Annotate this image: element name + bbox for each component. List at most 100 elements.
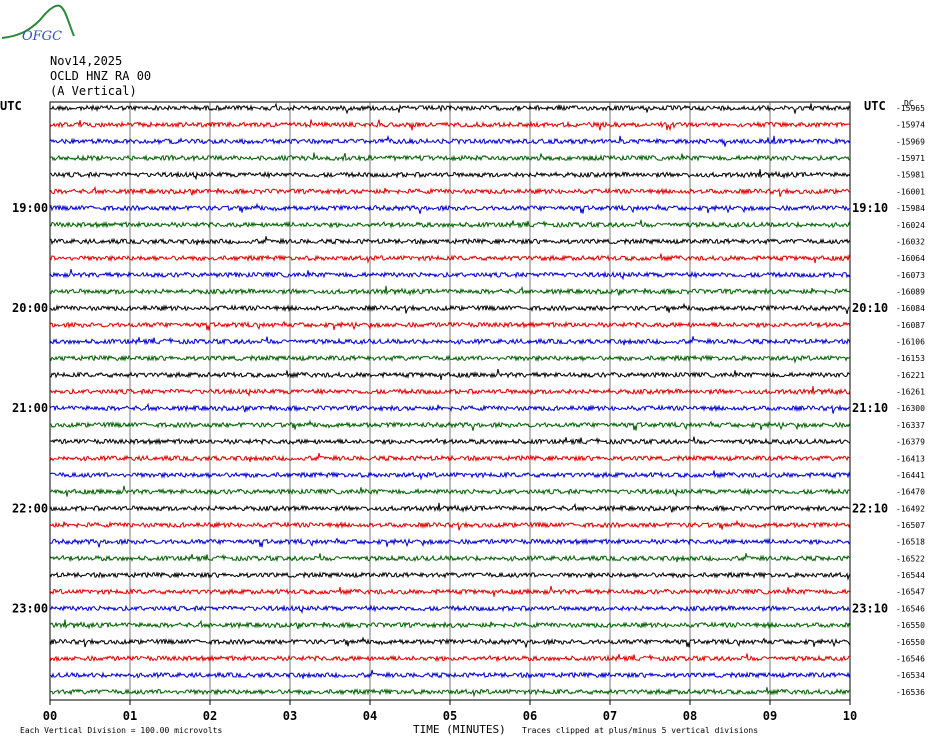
trace-line bbox=[49, 219, 851, 229]
dc-offset-label: -15965 bbox=[896, 104, 925, 113]
right-time-labels: 19:10 20:10 21:10 22:10 23:10 bbox=[852, 201, 888, 615]
dc-offset-label: -16073 bbox=[896, 271, 925, 280]
dc-offset-label: -16518 bbox=[896, 538, 925, 547]
trace-line bbox=[49, 320, 851, 331]
right-time-label: 23:10 bbox=[852, 601, 888, 615]
left-time-label: 22:00 bbox=[12, 501, 48, 515]
trace-line bbox=[50, 669, 851, 679]
trace-line bbox=[49, 268, 851, 281]
dc-offset-label: -15971 bbox=[896, 154, 925, 163]
x-tick-label: 09 bbox=[763, 709, 777, 723]
dc-offset-label: -16089 bbox=[896, 287, 925, 296]
trace-line bbox=[49, 134, 851, 147]
dc-offset-label: -16300 bbox=[896, 404, 925, 413]
left-time-labels: 19:00 20:00 21:00 22:00 23:00 bbox=[12, 201, 48, 615]
dc-offset-label: -16522 bbox=[896, 554, 925, 563]
dc-offset-label: -16024 bbox=[896, 221, 925, 230]
right-time-label: 20:10 bbox=[852, 301, 888, 315]
left-time-label: 20:00 bbox=[12, 301, 48, 315]
dc-label: DC bbox=[904, 99, 914, 108]
x-tick-label: 01 bbox=[123, 709, 137, 723]
trace-line bbox=[49, 368, 851, 380]
trace-line bbox=[49, 285, 851, 297]
dc-offset-label: -16084 bbox=[896, 304, 925, 313]
dc-offset-label: -16106 bbox=[896, 338, 925, 347]
trace-line bbox=[50, 687, 851, 698]
dc-offset-label: -16550 bbox=[896, 638, 925, 647]
dc-offset-label: -16544 bbox=[896, 571, 925, 580]
dc-offset-label: -15974 bbox=[896, 121, 925, 130]
right-time-label: 21:10 bbox=[852, 401, 888, 415]
dc-offset-label: -16379 bbox=[896, 438, 925, 447]
trace-line bbox=[49, 236, 851, 246]
trace-line bbox=[49, 119, 851, 132]
right-utc-label: UTC bbox=[864, 99, 886, 113]
trace-group bbox=[49, 102, 851, 698]
left-time-label: 23:00 bbox=[12, 601, 48, 615]
trace-line bbox=[49, 553, 851, 563]
trace-line bbox=[49, 604, 851, 615]
trace-line bbox=[49, 502, 851, 513]
logo-curve bbox=[1, 4, 75, 39]
x-tick-label: 06 bbox=[523, 709, 537, 723]
trace-line bbox=[49, 537, 851, 548]
ofgc-logo: OFGC bbox=[1, 4, 75, 44]
dc-offset-label: -16536 bbox=[896, 688, 925, 697]
trace-line bbox=[49, 169, 851, 181]
x-tick-label: 08 bbox=[683, 709, 697, 723]
logo-text: OFGC bbox=[22, 29, 62, 44]
x-tick-label: 03 bbox=[283, 709, 297, 723]
trace-line bbox=[49, 419, 851, 431]
x-axis-title: TIME (MINUTES) bbox=[413, 723, 506, 736]
dc-offset-label: -16546 bbox=[896, 604, 925, 613]
dc-offset-label: -15984 bbox=[896, 204, 925, 213]
dc-offset-label: -16153 bbox=[896, 354, 925, 363]
trace-line bbox=[49, 185, 851, 197]
x-tick-label: 10 bbox=[843, 709, 857, 723]
x-tick-label: 02 bbox=[203, 709, 217, 723]
dc-offset-label: -16546 bbox=[896, 654, 925, 663]
right-time-label: 19:10 bbox=[852, 201, 888, 215]
trace-line bbox=[49, 452, 851, 463]
trace-line bbox=[49, 519, 851, 531]
dc-offset-label: -16534 bbox=[896, 671, 925, 680]
trace-line bbox=[49, 253, 851, 264]
dc-offset-label: -16032 bbox=[896, 237, 925, 246]
trace-line bbox=[49, 402, 851, 414]
station-label: OCLD HNZ RA 00 bbox=[50, 69, 151, 83]
dc-offset-label: -15981 bbox=[896, 171, 925, 180]
dc-offset-label: -16221 bbox=[896, 371, 925, 380]
trace-line bbox=[49, 386, 851, 398]
dc-offset-label: -16261 bbox=[896, 388, 925, 397]
dc-offset-label: -16413 bbox=[896, 454, 925, 463]
trace-line bbox=[49, 653, 850, 663]
clip-note: Traces clipped at plus/minus 5 vertical … bbox=[522, 726, 758, 735]
dc-offset-label: -16087 bbox=[896, 321, 925, 330]
x-tick-labels: 00 01 02 03 04 05 06 07 08 09 10 bbox=[43, 700, 857, 723]
trace-line bbox=[49, 470, 851, 481]
component-label: (A Vertical) bbox=[50, 84, 137, 98]
right-time-label: 22:10 bbox=[852, 501, 888, 515]
x-tick-label: 04 bbox=[363, 709, 377, 723]
trace-line bbox=[49, 302, 851, 315]
scale-note: Each Vertical Division = 100.00 microvol… bbox=[20, 726, 222, 735]
trace-line bbox=[49, 336, 851, 346]
trace-line bbox=[49, 619, 851, 630]
trace-line bbox=[49, 202, 851, 214]
left-utc-label: UTC bbox=[0, 99, 22, 113]
x-tick-label: 00 bbox=[43, 709, 57, 723]
trace-line bbox=[49, 436, 851, 446]
trace-line bbox=[49, 152, 851, 163]
x-tick-label: 05 bbox=[443, 709, 457, 723]
trace-line bbox=[49, 571, 851, 581]
dc-offset-label: -16492 bbox=[896, 504, 925, 513]
dc-offset-label: -16064 bbox=[896, 254, 925, 263]
left-time-label: 19:00 bbox=[12, 201, 48, 215]
dc-offset-label: -15969 bbox=[896, 137, 925, 146]
date-label: Nov14,2025 bbox=[50, 54, 122, 68]
trace-line bbox=[49, 485, 851, 498]
dc-offset-label: -16001 bbox=[896, 187, 925, 196]
dc-offset-label: -16547 bbox=[896, 588, 925, 597]
dc-offset-label: -16507 bbox=[896, 521, 925, 530]
